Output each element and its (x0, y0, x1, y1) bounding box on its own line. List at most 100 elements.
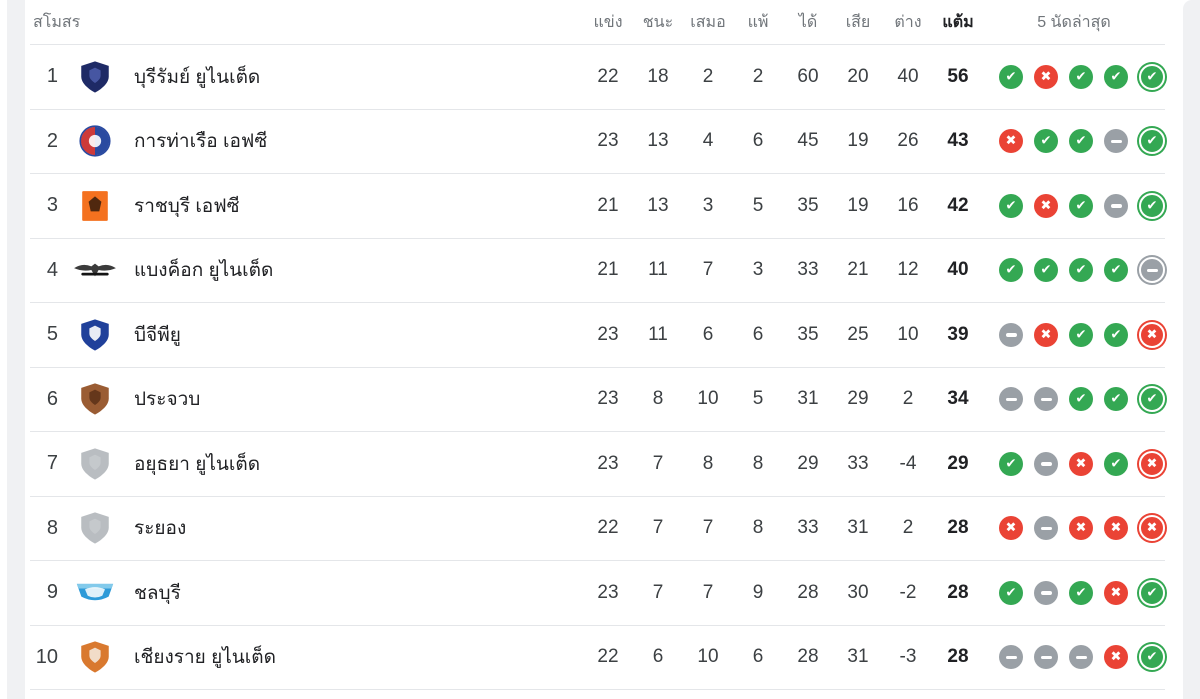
team-logo (64, 447, 126, 481)
stat-goal-diff: 26 (897, 130, 919, 152)
form-win-icon: ✔ (1069, 129, 1093, 154)
form-loss-icon: ✖ (1139, 321, 1165, 348)
form-draw-icon (1034, 387, 1058, 412)
points-cell: 40 (947, 259, 969, 281)
stat-played: 22 (597, 646, 619, 668)
stat-played: 23 (597, 130, 619, 152)
stat-wins: 7 (652, 581, 664, 603)
rank-cell: 5 (46, 323, 58, 346)
stat-wins: 11 (648, 323, 668, 345)
table-row[interactable]: 6 ประจวบ 23 8 10 5 31 29 2 34 ✔ ✔ ✔ (30, 368, 1165, 432)
stat-goals-against: 19 (847, 130, 869, 152)
form-last5-cell: ✔ ✔ ✔ (983, 386, 1165, 413)
form-win-icon: ✔ (1104, 387, 1128, 412)
stat-draws: 7 (702, 581, 714, 603)
team-name[interactable]: การท่าเรือ เอฟซี (134, 131, 268, 153)
stat-goal-diff: 40 (897, 65, 919, 87)
team-logo (64, 511, 126, 545)
table-row[interactable]: 10 เชียงราย ยูไนเต็ด 22 6 10 6 28 31 -3 28 ✖ ✔ (30, 626, 1165, 690)
form-draw-icon (1034, 580, 1058, 605)
column-header-wins: ชนะ (642, 13, 674, 31)
stat-goals-for: 31 (797, 388, 819, 410)
form-win-icon: ✔ (1069, 258, 1093, 283)
stat-played: 21 (597, 194, 619, 216)
table-row[interactable]: 8 ระยอง 22 7 7 8 33 31 2 28 ✖ ✖ ✖ ✖ (30, 497, 1165, 561)
form-loss-icon: ✖ (1069, 516, 1093, 541)
team-name[interactable]: บุรีรัมย์ ยูไนเต็ด (134, 66, 261, 88)
form-win-icon: ✔ (1104, 258, 1128, 283)
stat-goal-diff: 2 (902, 517, 914, 539)
stat-draws: 10 (697, 646, 719, 668)
stat-goal-diff: 10 (897, 323, 919, 345)
stat-goal-diff: 2 (902, 388, 914, 410)
form-loss-icon: ✖ (1104, 645, 1128, 670)
rank-cell: 6 (46, 387, 58, 410)
form-draw-icon (999, 322, 1023, 347)
points-cell: 28 (947, 581, 969, 603)
stat-goals-for: 29 (797, 452, 819, 474)
table-row[interactable]: 9 ชลบุรี 23 7 7 9 28 30 -2 28 ✔ ✔ ✖ ✔ (30, 561, 1165, 626)
rank-cell: 2 (46, 129, 58, 152)
form-loss-icon: ✖ (1034, 193, 1058, 218)
points-cell: 43 (947, 130, 969, 152)
points-cell: 28 (947, 646, 969, 668)
stat-goals-for: 33 (797, 259, 819, 281)
form-win-icon: ✔ (999, 64, 1023, 89)
form-loss-icon: ✖ (1069, 451, 1093, 476)
stat-goals-against: 33 (847, 452, 869, 474)
table-row[interactable]: 1 บุรีรัมย์ ยูไนเต็ด 22 18 2 2 60 20 40 56 ✔ ✖ ✔ ✔ ✔ (30, 45, 1165, 110)
stat-goals-for: 35 (797, 323, 819, 345)
stat-goals-for: 45 (797, 130, 819, 152)
table-row[interactable]: 7 อยุธยา ยูไนเต็ด 23 7 8 8 29 33 -4 29 ✔ ✖ ✔ ✖ (30, 432, 1165, 497)
stat-goals-for: 35 (797, 194, 819, 216)
team-name[interactable]: ประจวบ (134, 389, 201, 411)
form-win-icon: ✔ (1104, 64, 1128, 89)
column-header-losses: แพ้ (747, 13, 769, 31)
form-last5-cell: ✔ ✖ ✔ ✖ (983, 450, 1165, 477)
form-last5-cell: ✖ ✔ ✔ ✔ (983, 128, 1165, 155)
form-draw-icon (1069, 645, 1093, 670)
page-background-strip-right (1183, 0, 1200, 699)
stat-played: 23 (597, 452, 619, 474)
table-row[interactable]: 5 บีจีพียู 23 11 6 6 35 25 10 39 ✖ ✔ ✔ ✖ (30, 303, 1165, 368)
column-header-goals-against: เสีย (845, 13, 871, 31)
team-logo (64, 581, 126, 605)
team-name[interactable]: ชลบุรี (134, 582, 181, 604)
team-name[interactable]: ระยอง (134, 518, 187, 540)
form-last5-cell: ✖ ✔ (983, 644, 1165, 671)
form-last5-cell: ✔ ✖ ✔ ✔ (983, 192, 1165, 219)
table-row[interactable]: 3 ราชบุรี เอฟซี 21 13 3 5 35 19 16 42 ✔ ✖ ✔ ✔ (30, 174, 1165, 239)
team-logo (64, 640, 126, 674)
form-win-icon: ✔ (999, 193, 1023, 218)
stat-goals-against: 29 (847, 388, 869, 410)
stat-draws: 10 (697, 388, 719, 410)
form-last5-cell: ✔ ✖ ✔ ✔ ✔ (983, 63, 1165, 90)
team-name[interactable]: แบงค็อก ยูไนเต็ด (134, 260, 274, 282)
stat-goals-against: 30 (847, 581, 869, 603)
stat-draws: 4 (702, 130, 714, 152)
points-cell: 34 (947, 388, 969, 410)
table-row[interactable]: 4 แบงค็อก ยูไนเต็ด 21 11 7 3 33 21 12 40 ✔ ✔ ✔ ✔ (30, 239, 1165, 303)
stat-wins: 7 (652, 517, 664, 539)
team-name[interactable]: อยุธยา ยูไนเต็ด (134, 453, 261, 475)
rank-cell: 1 (46, 65, 58, 88)
points-cell: 39 (947, 323, 969, 345)
team-name[interactable]: บีจีพียู (134, 324, 181, 346)
column-header-club: สโมสร (33, 13, 81, 31)
team-name[interactable]: เชียงราย ยูไนเต็ด (134, 647, 276, 669)
form-win-icon: ✔ (1139, 192, 1165, 219)
stat-draws: 7 (702, 259, 714, 281)
stat-wins: 7 (652, 452, 664, 474)
rank-cell: 7 (46, 452, 58, 475)
team-logo (64, 382, 126, 416)
form-win-icon: ✔ (1069, 387, 1093, 412)
form-draw-icon (999, 645, 1023, 670)
form-draw-icon (1034, 451, 1058, 476)
team-name[interactable]: ราชบุรี เอฟซี (134, 195, 240, 217)
table-body: 1 บุรีรัมย์ ยูไนเต็ด 22 18 2 2 60 20 40 56 ✔ ✖ ✔ ✔ ✔ 2… (30, 45, 1165, 690)
form-win-icon: ✔ (1139, 128, 1165, 155)
form-loss-icon: ✖ (1139, 515, 1165, 542)
stat-goals-against: 31 (847, 517, 869, 539)
table-row[interactable]: 2 การท่าเรือ เอฟซี 23 13 4 6 45 19 26 43 ✖ ✔ ✔ ✔ (30, 110, 1165, 174)
